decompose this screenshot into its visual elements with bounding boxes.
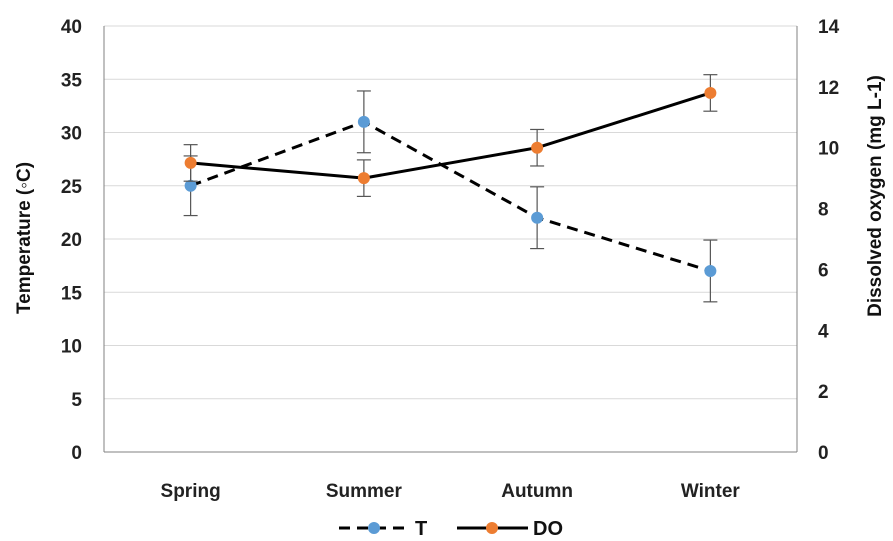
axes bbox=[103, 26, 798, 453]
legend-do-label: DO bbox=[533, 518, 563, 540]
data-point-do bbox=[357, 172, 370, 185]
data-point-t bbox=[184, 179, 197, 192]
right-tick-label: 0 bbox=[818, 443, 829, 464]
x-axis-ticks: Spring Summer Autumn Winter bbox=[161, 481, 741, 502]
x-tick-label: Autumn bbox=[501, 481, 573, 502]
series-line-do bbox=[190, 91, 711, 180]
right-axis-ticks: 0 2 4 6 8 10 12 14 bbox=[818, 17, 840, 464]
left-tick-label: 15 bbox=[61, 283, 83, 304]
legend-do-marker bbox=[486, 522, 498, 534]
data-point-do bbox=[531, 141, 544, 154]
data-point-do bbox=[184, 156, 197, 169]
data-point-t bbox=[531, 211, 544, 224]
right-tick-label: 6 bbox=[818, 260, 829, 281]
right-tick-label: 2 bbox=[818, 382, 829, 403]
x-tick-label: Summer bbox=[326, 481, 403, 502]
right-tick-label: 10 bbox=[818, 139, 839, 160]
left-tick-label: 30 bbox=[61, 124, 82, 145]
left-tick-label: 35 bbox=[61, 70, 83, 91]
legend-t-label: T bbox=[415, 518, 427, 540]
right-axis-title: Dissolved oxygen (mg L-1) bbox=[865, 75, 886, 317]
left-tick-label: 40 bbox=[61, 17, 82, 38]
left-tick-label: 0 bbox=[71, 443, 82, 464]
data-point-do bbox=[704, 86, 717, 99]
right-tick-label: 4 bbox=[818, 321, 829, 342]
left-tick-label: 25 bbox=[61, 177, 83, 198]
gridlines bbox=[104, 25, 797, 400]
left-tick-label: 10 bbox=[61, 337, 82, 358]
legend: T DO bbox=[339, 518, 563, 540]
x-tick-label: Spring bbox=[161, 481, 221, 502]
right-tick-label: 14 bbox=[818, 17, 840, 38]
x-tick-label: Winter bbox=[681, 481, 741, 502]
data-point-t bbox=[704, 264, 717, 277]
right-tick-label: 12 bbox=[818, 78, 839, 99]
legend-t-marker bbox=[368, 522, 380, 534]
data-point-t bbox=[357, 115, 370, 128]
left-tick-label: 20 bbox=[61, 230, 82, 251]
left-axis-title: Temperature (◦C) bbox=[14, 162, 35, 314]
series-line-t bbox=[190, 120, 711, 273]
left-tick-label: 5 bbox=[71, 390, 82, 411]
left-axis-ticks: 0 5 10 15 20 25 30 35 40 bbox=[61, 17, 83, 464]
series-layer bbox=[183, 74, 718, 303]
right-tick-label: 8 bbox=[818, 200, 829, 221]
